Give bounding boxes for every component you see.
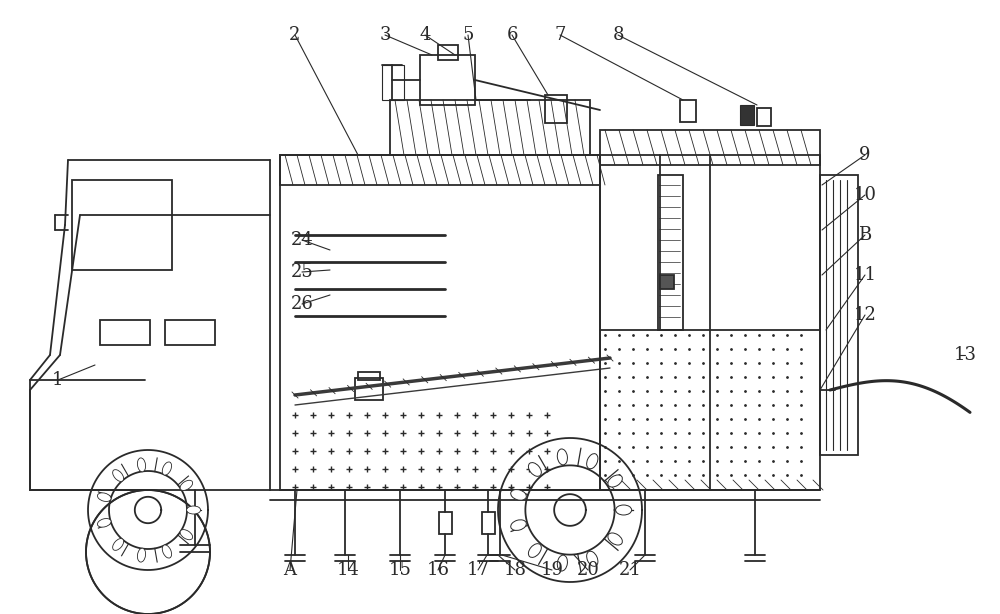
Bar [680,100,696,122]
Ellipse shape [97,519,111,527]
Ellipse shape [557,449,567,465]
Ellipse shape [113,538,124,550]
Text: 18: 18 [504,561,526,579]
Text: 2: 2 [289,26,301,44]
Ellipse shape [187,506,201,514]
Text: 9: 9 [859,146,871,164]
Text: 17: 17 [467,561,489,579]
Text: 15: 15 [389,561,411,579]
Ellipse shape [113,470,124,481]
Text: 20: 20 [577,561,599,579]
Text: 8: 8 [612,26,624,44]
Text: 11: 11 [854,266,876,284]
Bar [600,155,820,490]
Bar [600,130,820,165]
Bar [660,275,674,289]
Text: 6: 6 [506,26,518,44]
Ellipse shape [97,493,111,502]
Ellipse shape [162,462,172,475]
Text: 5: 5 [462,26,474,44]
Ellipse shape [528,462,541,476]
Ellipse shape [180,530,193,540]
Ellipse shape [608,533,622,545]
Text: A: A [284,561,296,579]
Bar [355,378,383,400]
Bar [740,105,754,125]
Bar [280,155,600,185]
Bar [545,95,567,123]
Text: 10: 10 [854,186,876,204]
Text: 3: 3 [379,26,391,44]
Ellipse shape [162,545,172,558]
Ellipse shape [616,505,632,515]
Bar [420,55,475,105]
Bar [390,100,590,155]
Bar [382,65,404,100]
Ellipse shape [137,548,146,562]
Text: 21: 21 [619,561,641,579]
Bar [280,155,600,490]
Bar [165,320,215,345]
Text: 14: 14 [337,561,359,579]
Ellipse shape [528,543,541,558]
Text: 12: 12 [854,306,876,324]
Text: 7: 7 [554,26,566,44]
Bar [438,45,458,60]
Text: 4: 4 [419,26,431,44]
Ellipse shape [180,480,193,491]
Bar [757,108,771,126]
Bar [658,175,683,330]
Text: 1: 1 [52,371,64,389]
Ellipse shape [587,551,598,566]
Ellipse shape [511,520,526,530]
Text: 19: 19 [540,561,564,579]
Text: 24: 24 [291,231,313,249]
Text: 16: 16 [426,561,450,579]
Bar [100,320,150,345]
Bar [358,372,380,380]
Bar [820,175,858,455]
Text: 26: 26 [291,295,313,313]
Bar [72,180,172,270]
Bar [482,512,495,534]
Text: B: B [858,226,872,244]
Ellipse shape [511,489,526,500]
Ellipse shape [587,454,598,468]
Ellipse shape [557,555,567,571]
Ellipse shape [137,458,146,472]
Text: 25: 25 [291,263,313,281]
Text: 13: 13 [954,346,976,364]
Bar [439,512,452,534]
Ellipse shape [608,475,622,487]
